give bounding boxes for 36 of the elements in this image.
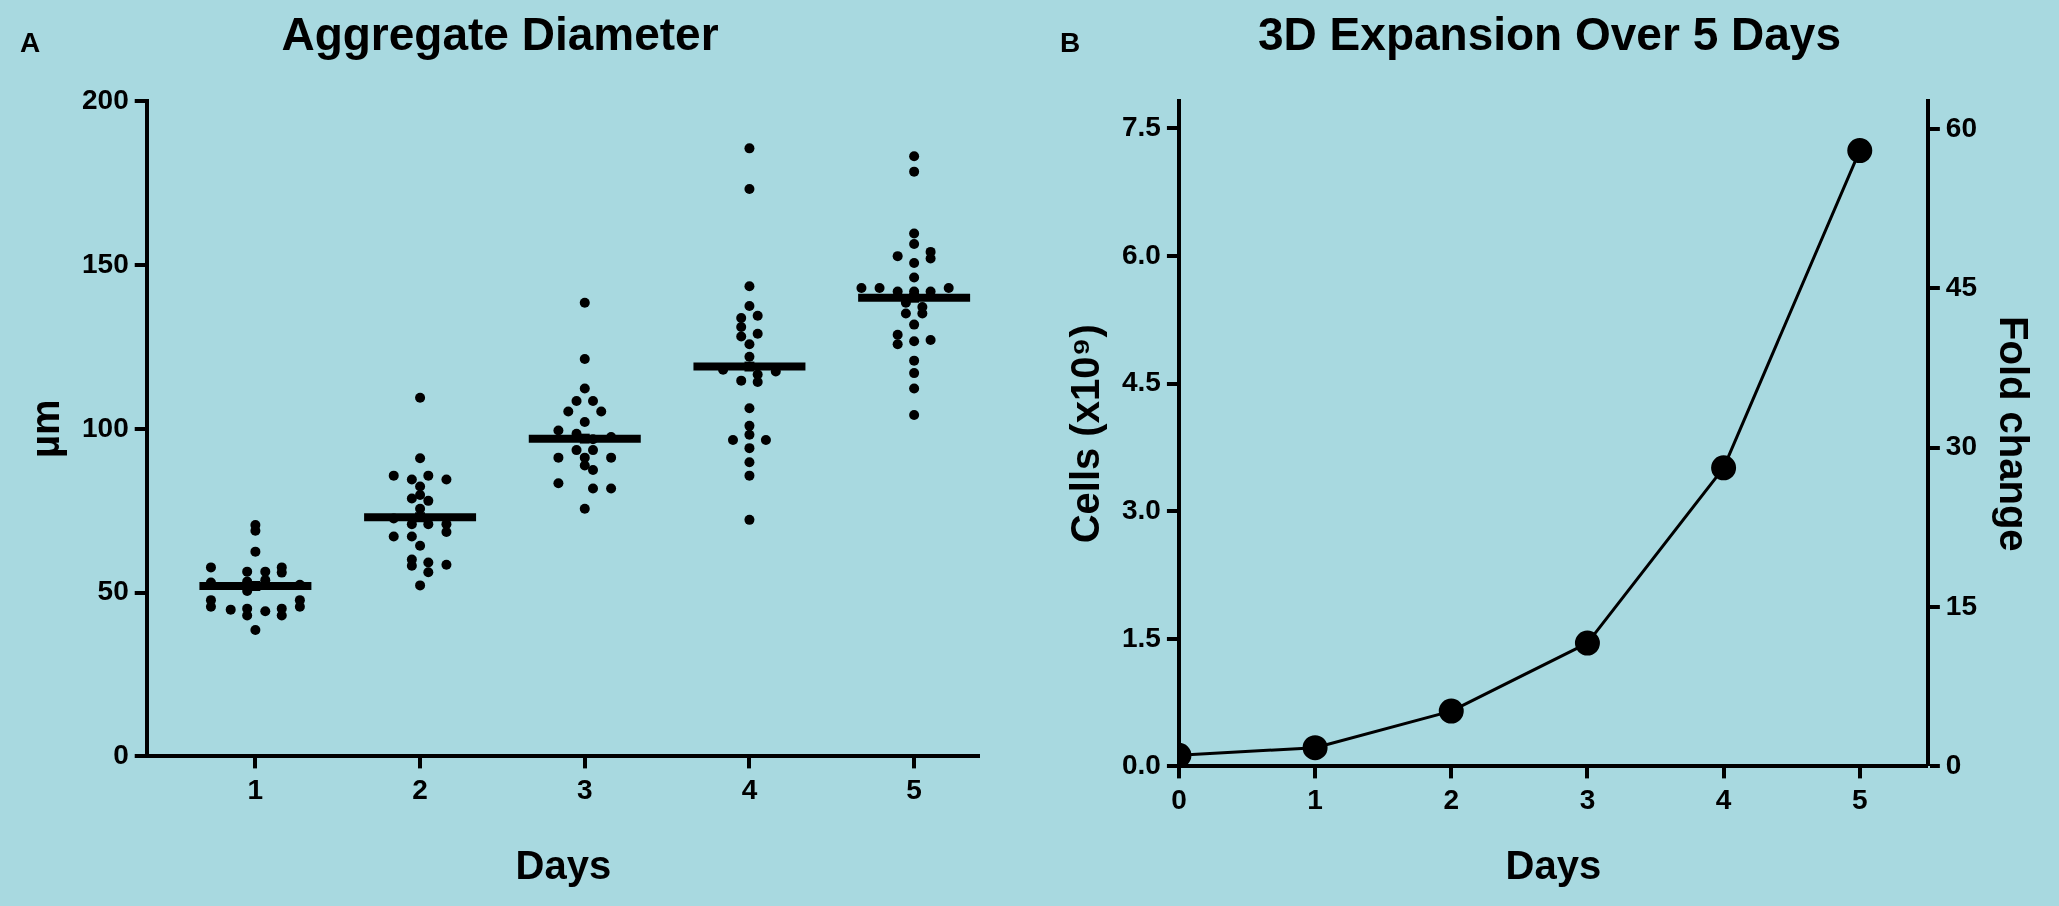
x-axis-title: Days	[1505, 843, 1602, 888]
x-axis-title: Days	[515, 843, 612, 888]
x-tick-label: 1	[1307, 783, 1323, 815]
y-tick-label: 50	[97, 575, 129, 607]
text: A	[20, 26, 41, 58]
text: B	[1060, 26, 1081, 58]
y2-tick-label: 60	[1945, 111, 1978, 143]
y2-tick-label: 30	[1945, 430, 1978, 462]
y-tick-label: 7.5	[1121, 111, 1161, 143]
y-tick-label: 6.0	[1121, 238, 1161, 270]
y2-tick-label: 0	[1945, 749, 1962, 781]
y-tick-label: 1.5	[1121, 621, 1161, 653]
y2-tick-label: 15	[1945, 589, 1978, 621]
x-tick-label: 3	[576, 773, 593, 805]
y-tick-label: 0	[113, 739, 129, 771]
chart-title: 3D Expansion Over 5 Days	[1258, 8, 1841, 61]
x-tick-label: 3	[1579, 783, 1596, 815]
y-tick-label: 3.0	[1121, 493, 1161, 525]
y-tick-label: 0.0	[1121, 749, 1161, 781]
x-tick-label: 2	[1443, 783, 1460, 815]
x-tick-label: 5	[906, 773, 922, 805]
y2-tick-label: 45	[1945, 270, 1978, 302]
y-tick-label: 150	[82, 247, 129, 279]
y-tick-label: 100	[82, 411, 129, 443]
x-tick-label: 4	[741, 773, 758, 805]
y2-axis-title: Fold change	[1991, 316, 2036, 552]
x-tick-label: 1	[247, 773, 264, 805]
x-tick-label: 0	[1171, 783, 1187, 815]
chart-title: Aggregate Diameter	[281, 8, 719, 61]
y-tick-label: 4.5	[1121, 366, 1161, 398]
x-tick-label: 4	[1715, 783, 1732, 815]
x-tick-label: 5	[1851, 783, 1868, 815]
x-tick-label: 2	[412, 773, 428, 805]
y-tick-label: 200	[82, 83, 129, 115]
y-axis-title: Cells (x10⁹)	[1063, 324, 1108, 544]
y-axis-title: µm	[23, 399, 68, 459]
